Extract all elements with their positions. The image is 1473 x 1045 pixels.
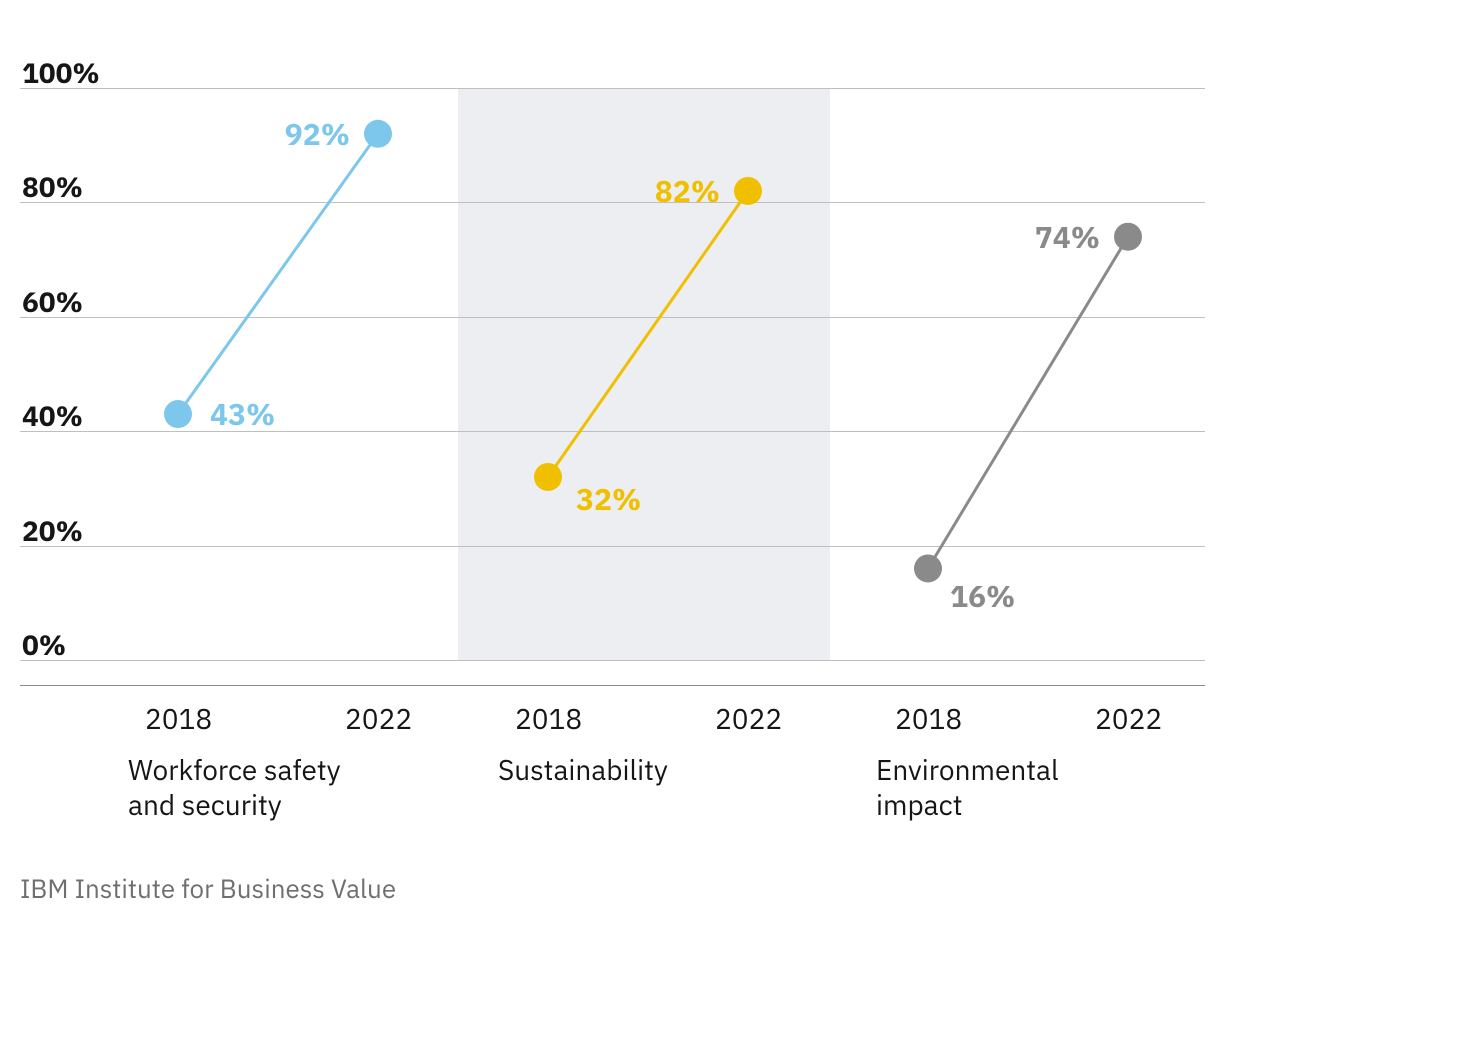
- category-label-workforce: Workforce safety and security: [128, 752, 341, 822]
- xtick-label: 2022: [715, 700, 782, 737]
- category-label-sustainability: Sustainability: [498, 752, 668, 787]
- data-label: 16%: [950, 577, 1015, 616]
- xtick-label: 2018: [895, 700, 962, 737]
- chart-caption: IBM Institute for Business Value: [20, 872, 396, 906]
- xtick-label: 2022: [1095, 700, 1162, 737]
- xtick-label: 2018: [515, 700, 582, 737]
- data-label: 74%: [1035, 218, 1100, 257]
- slope-line: [928, 237, 1128, 569]
- xtick-label: 2018: [145, 700, 212, 737]
- category-label-environmental: Environmental impact: [876, 752, 1059, 822]
- slope-chart: 0%20%40%60%80%100% 43%92%32%82%16%74% 20…: [0, 0, 1473, 1045]
- data-marker: [914, 554, 942, 582]
- xtick-label: 2022: [345, 700, 412, 737]
- data-marker: [1114, 223, 1142, 251]
